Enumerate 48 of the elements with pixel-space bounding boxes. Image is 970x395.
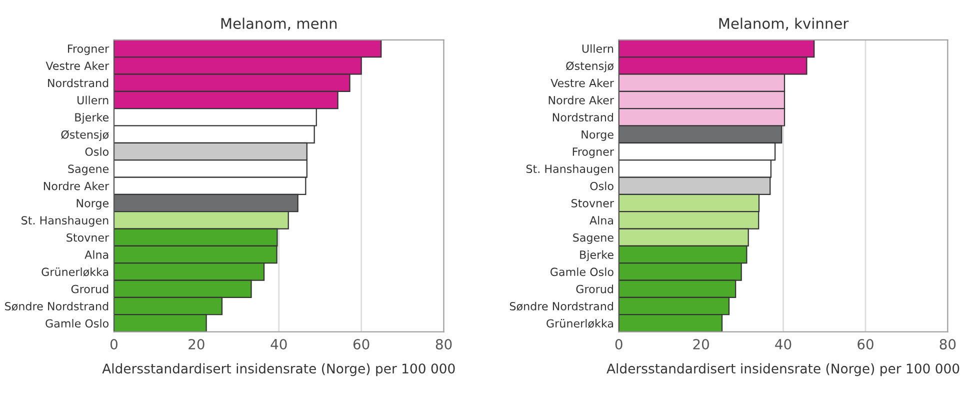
- y-tick-label: Norge: [582, 130, 614, 141]
- y-tick-label: Frogner: [68, 44, 110, 56]
- y-tick-label: Vestre Aker: [46, 61, 110, 70]
- y-tick-label: Stovner: [572, 198, 614, 208]
- y-tick-label: Stovner: [66, 233, 110, 242]
- y-tick-label: Gamle Oslo: [46, 318, 109, 328]
- y-tick-label: Grorud: [576, 284, 613, 294]
- y-tick-label: St. Hanshaugen: [22, 216, 108, 227]
- chart-title: Melanom, kvinner: [719, 18, 849, 30]
- y-tick-label: Grünerløkka: [546, 318, 613, 328]
- y-tick-label: Sagene: [68, 164, 109, 176]
- y-tick-label: Nordre Aker: [44, 182, 110, 190]
- y-tick-label: Oslo: [590, 182, 614, 190]
- x-tick-label: 80: [436, 338, 452, 350]
- x-tick-label: 20: [693, 338, 709, 350]
- y-tick-label: Norge: [76, 199, 109, 210]
- y-tick-label: Vestre Aker: [550, 78, 614, 88]
- y-tick-label: Bjerke: [580, 250, 614, 262]
- x-tick-label: 20: [188, 338, 204, 350]
- y-tick-label: Østensjø: [61, 130, 109, 141]
- y-tick-label: Østensjø: [566, 61, 614, 72]
- x-tick-label: 40: [270, 338, 287, 350]
- y-tick-label: St. Hanshaugen: [526, 164, 614, 176]
- x-axis-title: Aldersstandardisert insidensrate (Norge) per 100 000: [102, 363, 455, 376]
- y-tick-label: Søndre Nordstrand: [510, 302, 613, 311]
- y-tick-label: Ullern: [78, 96, 108, 104]
- y-tick-label: Alna: [84, 250, 108, 259]
- chart-title: Melanom, menn: [221, 18, 337, 30]
- y-tick-label: Alna: [590, 216, 613, 225]
- y-tick-label: Nordre Aker: [548, 96, 614, 104]
- y-tick-label: Grorud: [71, 284, 108, 294]
- y-tick-label: Søndre Nordstrand: [5, 302, 108, 311]
- y-tick-label: Oslo: [85, 147, 109, 156]
- x-tick-label: 0: [110, 338, 118, 350]
- y-tick-label: Frogner: [572, 148, 614, 158]
- x-tick-label: 40: [775, 338, 792, 350]
- y-tick-label: Sagene: [573, 233, 614, 244]
- x-tick-label: 60: [353, 338, 370, 350]
- x-tick-label: 80: [940, 338, 956, 350]
- y-tick-label: Grünerløkka: [42, 267, 108, 276]
- y-tick-label: Ullern: [582, 44, 614, 53]
- y-tick-label: Bjerke: [75, 112, 109, 124]
- x-tick-label: 60: [858, 338, 874, 350]
- y-tick-label: Nordstrand: [552, 112, 613, 122]
- x-tick-label: 0: [615, 338, 622, 350]
- y-tick-label: Gamle Oslo: [550, 267, 614, 276]
- x-axis-title: Aldersstandardisert insidensrate (Norge) per 100 000: [606, 363, 960, 376]
- y-tick-label: Nordstrand: [48, 78, 108, 88]
